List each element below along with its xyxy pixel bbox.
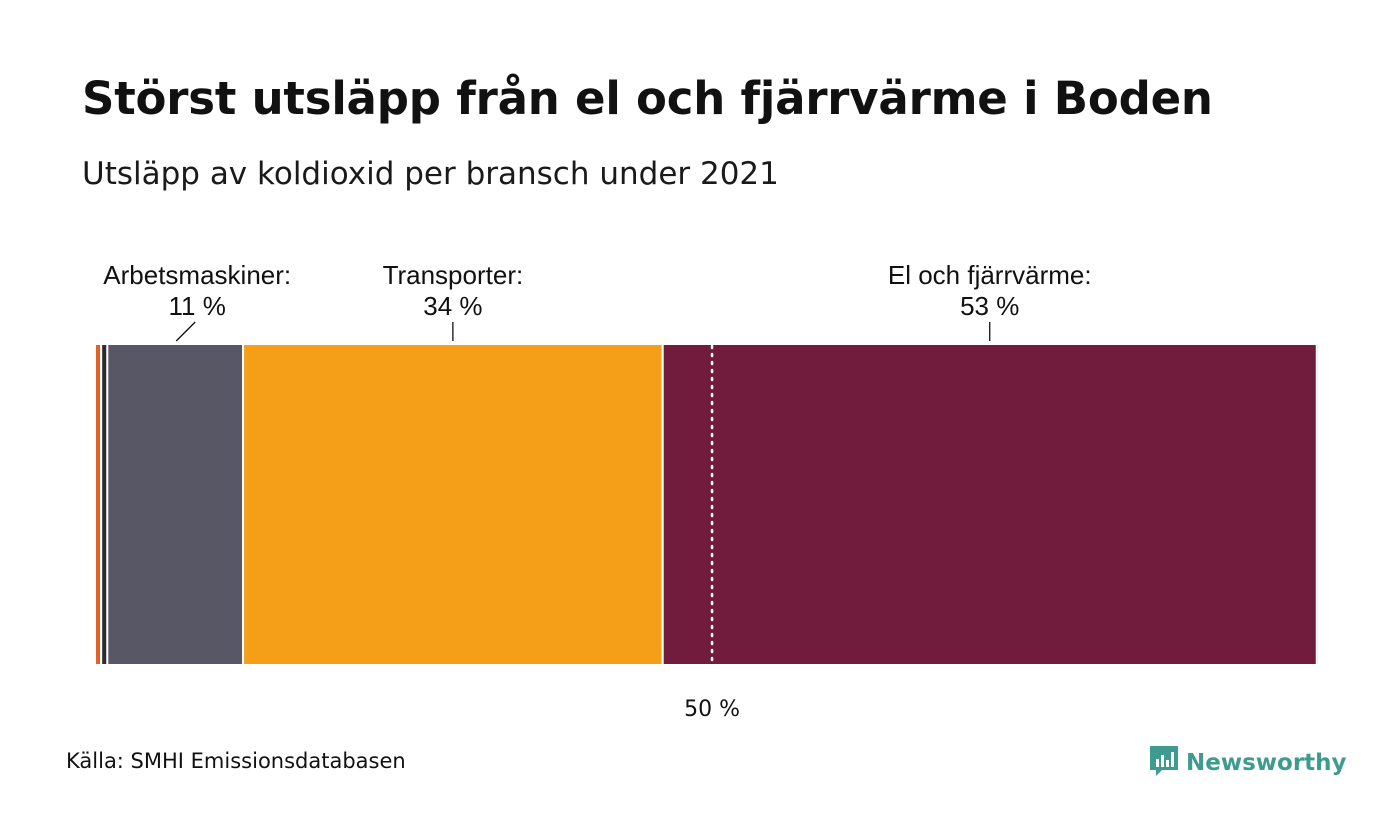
brand-name: Newsworthy: [1186, 750, 1347, 776]
bar-segment-el-och-fjarrvarme: [661, 343, 1318, 666]
newsworthy-logo-icon: [1148, 744, 1180, 782]
stacked-bar-chart: Arbetsmaskiner:11 % Transporter:34 % El oc…: [94, 260, 1319, 722]
chart-title: Störst utsläpp från el och fjärrvärme i …: [82, 72, 1213, 125]
segment-value-label-transporter: 34 %: [423, 291, 482, 321]
bar-segment-transporter: [242, 343, 664, 666]
segment-value-label-arbetsmaskiner: 11 %: [169, 291, 226, 321]
segment-label-el-och-fjarrvarme: El och fjärrvärme:: [888, 260, 1092, 290]
reference-line-label: 50 %: [684, 697, 740, 722]
source-note: Källa: SMHI Emissionsdatabasen: [66, 749, 406, 773]
bar-segment-minor-5: [1316, 343, 1319, 666]
segment-label-arbetsmaskiner: Arbetsmaskiner:: [103, 260, 291, 290]
chart-subtitle: Utsläpp av koldioxid per bransch under 2…: [82, 156, 779, 192]
segment-value-label-el-och-fjarrvarme: 53 %: [960, 291, 1019, 321]
bar-segment-arbetsmaskiner: [106, 343, 245, 666]
leader-line-arbetsmaskiner: [175, 321, 196, 342]
segment-label-transporter: Transporter:: [383, 260, 524, 290]
brand-logo: Newsworthy: [1148, 744, 1347, 782]
